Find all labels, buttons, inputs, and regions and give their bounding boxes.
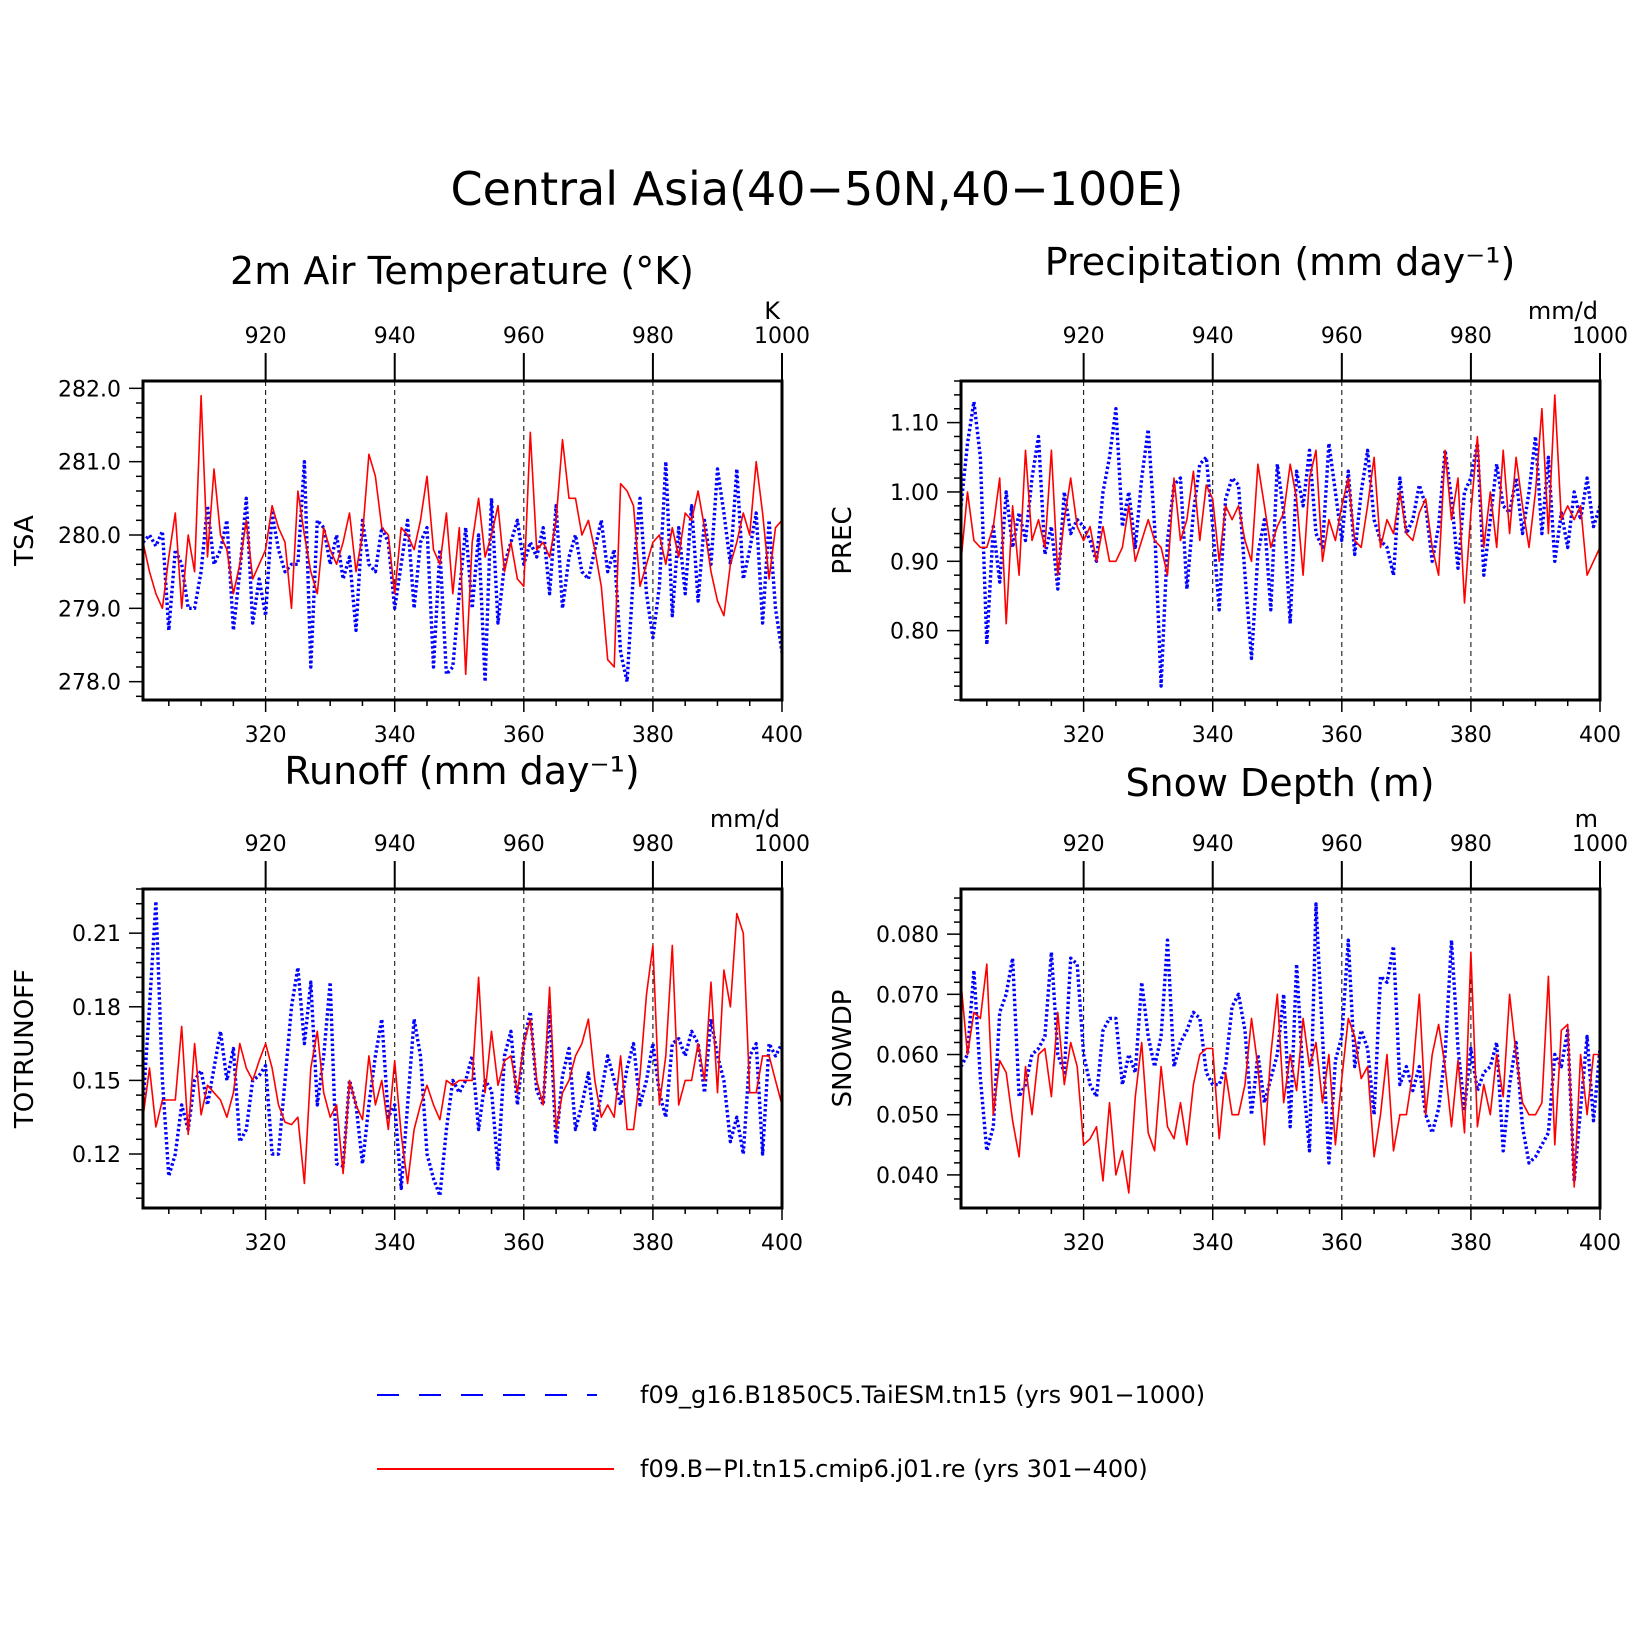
x-bottom-tick-label: 320 [245, 1231, 287, 1256]
series-line-red [143, 394, 782, 676]
x-bottom-tick-label: 340 [374, 723, 416, 748]
x-bottom-tick-label: 400 [1579, 1231, 1621, 1256]
x-bottom-tick-label: 340 [1192, 1231, 1234, 1256]
x-top-tick-label: 940 [374, 832, 416, 857]
series-group [143, 394, 782, 684]
y-tick-label: 0.060 [876, 1044, 939, 1069]
y-axis-label: PREC [828, 506, 858, 574]
y-tick-label: 0.80 [890, 620, 939, 645]
panel-title: Snow Depth (m) [1125, 761, 1434, 805]
units-label: m [1575, 805, 1598, 833]
y-axis-label: SNOWDP [828, 990, 858, 1108]
y-tick-label: 0.15 [72, 1069, 121, 1094]
x-top-tick-label: 1000 [1572, 832, 1628, 857]
x-bottom-tick-label: 320 [245, 723, 287, 748]
panel-4: Snow Depth (m) m SNOWDP 0.040 0.050 0.060 0.07… [828, 761, 1628, 1256]
x-top-tick-label: 960 [503, 832, 545, 857]
plot-frame [959, 379, 1602, 702]
y-tick-label: 278.0 [58, 671, 121, 696]
y-tick-label: 0.12 [72, 1143, 121, 1168]
x-bottom-tick-label: 360 [1321, 723, 1363, 748]
y-tick-label: 0.080 [876, 923, 939, 948]
panel-1: 2m Air Temperature (°K) K TSA 278.0 279.0 280… [10, 249, 810, 748]
x-bottom-tick-label: 400 [761, 1231, 803, 1256]
series-line-red [961, 951, 1600, 1194]
x-bottom-tick-label: 380 [632, 723, 674, 748]
panel-title: 2m Air Temperature (°K) [230, 249, 694, 293]
panels: 2m Air Temperature (°K) K TSA 278.0 279.0 280… [10, 240, 1628, 1256]
y-tick-label: 279.0 [58, 597, 121, 622]
x-bottom-tick-label: 400 [761, 723, 803, 748]
x-top-tick-label: 920 [245, 324, 287, 349]
x-bottom-tick-label: 340 [1192, 723, 1234, 748]
plot-frame [141, 887, 784, 1210]
legend-label-blue: f09_g16.B1850C5.TaiESM.tn15 (yrs 901−100… [640, 1381, 1205, 1409]
x-top-tick-label: 1000 [754, 832, 810, 857]
x-top-tick-label: 940 [1192, 324, 1234, 349]
x-top-tick-label: 920 [1063, 832, 1105, 857]
x-bottom-tick-label: 340 [374, 1231, 416, 1256]
y-tick-label: 0.90 [890, 550, 939, 575]
x-bottom-tick-label: 380 [1450, 723, 1492, 748]
y-axis-label: TSA [10, 515, 40, 567]
series-line-red [961, 394, 1600, 625]
x-top-tick-label: 980 [632, 324, 674, 349]
units-label: mm/d [1528, 297, 1598, 325]
x-bottom-tick-label: 320 [1063, 1231, 1105, 1256]
series-group [143, 899, 782, 1198]
legend-label-red: f09.B−PI.tn15.cmip6.j01.re (yrs 301−400) [640, 1455, 1148, 1483]
x-top-tick-label: 1000 [1572, 324, 1628, 349]
series-group [961, 902, 1600, 1194]
panel-title: Runoff (mm day⁻¹) [284, 749, 639, 793]
series-line-red [143, 912, 782, 1185]
x-top-tick-label: 980 [1450, 832, 1492, 857]
y-tick-label: 280.0 [58, 524, 121, 549]
y-tick-label: 0.040 [876, 1164, 939, 1189]
x-bottom-tick-label: 360 [503, 1231, 545, 1256]
y-tick-label: 1.10 [890, 412, 939, 437]
x-top-tick-label: 940 [374, 324, 416, 349]
y-axis-label: TOTRUNOFF [10, 969, 40, 1129]
y-tick-label: 0.070 [876, 983, 939, 1008]
series-line-blue [961, 902, 1600, 1183]
y-tick-label: 1.00 [890, 481, 939, 506]
x-top-tick-label: 980 [632, 832, 674, 857]
x-bottom-tick-label: 400 [1579, 723, 1621, 748]
legend: f09_g16.B1850C5.TaiESM.tn15 (yrs 901−100… [377, 1381, 1205, 1483]
x-bottom-tick-label: 380 [632, 1231, 674, 1256]
y-tick-label: 282.0 [58, 377, 121, 402]
panel-2: Precipitation (mm day⁻¹) mm/d PREC 0.80 0.90… [828, 240, 1628, 748]
figure-title: Central Asia(40−50N,40−100E) [451, 162, 1184, 216]
x-top-tick-label: 960 [503, 324, 545, 349]
x-bottom-tick-label: 360 [503, 723, 545, 748]
series-group [961, 394, 1600, 688]
x-bottom-tick-label: 320 [1063, 723, 1105, 748]
series-line-blue [961, 400, 1600, 688]
x-top-tick-label: 960 [1321, 832, 1363, 857]
panel-3: Runoff (mm day⁻¹) mm/d TOTRUNOFF 0.12 0.15 0.… [10, 749, 810, 1256]
series-line-blue [143, 460, 782, 684]
y-tick-label: 0.050 [876, 1104, 939, 1129]
x-top-tick-label: 960 [1321, 324, 1363, 349]
x-top-tick-label: 920 [1063, 324, 1105, 349]
y-tick-label: 0.18 [72, 996, 121, 1021]
panel-title: Precipitation (mm day⁻¹) [1045, 240, 1516, 284]
x-bottom-tick-label: 360 [1321, 1231, 1363, 1256]
y-tick-label: 0.21 [72, 922, 121, 947]
plot-frame [141, 379, 784, 702]
x-top-tick-label: 1000 [754, 324, 810, 349]
x-top-tick-label: 920 [245, 832, 287, 857]
y-tick-label: 281.0 [58, 451, 121, 476]
units-label: K [764, 297, 781, 325]
units-label: mm/d [710, 805, 780, 833]
plot-frame [959, 887, 1602, 1210]
x-top-tick-label: 940 [1192, 832, 1234, 857]
x-top-tick-label: 980 [1450, 324, 1492, 349]
x-bottom-tick-label: 380 [1450, 1231, 1492, 1256]
